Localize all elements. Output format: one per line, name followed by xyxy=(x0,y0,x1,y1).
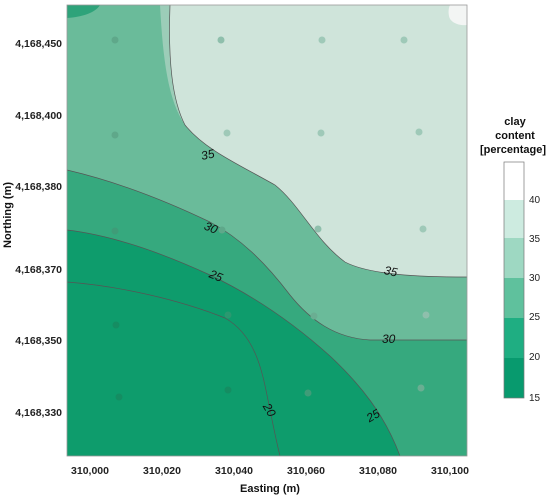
contour-line-35 xyxy=(169,5,467,278)
y-axis-title: Northing (m) xyxy=(2,182,14,248)
zone-above-40 xyxy=(448,5,467,26)
plot-frame xyxy=(66,4,468,457)
x-tick-label: 310,020 xyxy=(143,465,181,477)
contour-lines xyxy=(67,5,467,456)
sample-point xyxy=(112,321,120,329)
sample-point xyxy=(223,129,231,137)
sample-point xyxy=(415,128,423,136)
sample-point xyxy=(111,227,119,235)
sample-point xyxy=(218,226,226,234)
x-tick-label: 310,040 xyxy=(215,465,253,477)
legend-tick-label: 30 xyxy=(529,273,541,284)
sample-point xyxy=(304,389,312,397)
y-tick-label: 4,168,400 xyxy=(15,110,62,122)
x-axis-title: Easting (m) xyxy=(240,483,300,495)
zone-35-40 xyxy=(169,5,467,277)
contour-line-25 xyxy=(67,229,401,456)
x-tick-label: 310,060 xyxy=(287,465,325,477)
sample-point xyxy=(217,36,225,44)
x-tick-label: 310,080 xyxy=(359,465,397,477)
sample-point xyxy=(317,129,325,137)
sample-point xyxy=(115,393,123,401)
contour-label: 30 xyxy=(202,219,220,237)
sample-point xyxy=(419,225,427,233)
sample-point xyxy=(310,312,318,320)
y-tick-label: 4,168,370 xyxy=(15,264,62,276)
legend: clay content [percentage] 40 35 30 25 20… xyxy=(480,116,546,404)
legend-swatch xyxy=(504,200,524,238)
sample-point xyxy=(224,386,232,394)
map-plot-area: 35 30 25 35 30 25 20 xyxy=(67,5,467,456)
legend-swatch xyxy=(504,358,524,398)
sample-point xyxy=(417,384,425,392)
x-tick-label: 310,100 xyxy=(431,465,469,477)
contour-label: 25 xyxy=(363,406,383,425)
contour-label: 25 xyxy=(206,266,225,284)
sample-point xyxy=(224,311,232,319)
legend-title-line: content xyxy=(495,130,535,142)
y-tick-label: 4,168,350 xyxy=(15,335,62,347)
contour-line-20 xyxy=(67,281,281,456)
legend-swatch xyxy=(504,238,524,278)
x-axis: 310,000 310,020 310,040 310,060 310,080 … xyxy=(71,465,469,495)
y-tick-label: 4,168,380 xyxy=(15,181,62,193)
legend-swatch xyxy=(504,162,524,200)
legend-tick-label: 20 xyxy=(529,352,541,363)
sample-point xyxy=(111,36,119,44)
sample-point xyxy=(318,36,326,44)
y-tick-label: 4,168,450 xyxy=(15,38,62,50)
sample-point xyxy=(314,225,322,233)
legend-title-line: [percentage] xyxy=(480,144,546,156)
legend-tick-label: 35 xyxy=(529,234,541,245)
sample-point xyxy=(111,131,119,139)
contour-label: 30 xyxy=(382,332,396,346)
sample-point xyxy=(400,36,408,44)
y-axis: 4,168,450 4,168,400 4,168,380 4,168,370 … xyxy=(2,38,62,419)
legend-title-line: clay xyxy=(504,116,526,128)
legend-swatch xyxy=(504,318,524,358)
y-tick-label: 4,168,330 xyxy=(15,407,62,419)
sample-points xyxy=(111,36,430,401)
contour-line-30 xyxy=(67,169,467,341)
sample-point xyxy=(422,311,430,319)
x-tick-label: 310,000 xyxy=(71,465,109,477)
contour-label: 20 xyxy=(259,400,278,420)
contour-label: 35 xyxy=(383,263,399,280)
zone-below-20-corner xyxy=(67,5,100,18)
legend-swatch xyxy=(504,278,524,318)
legend-tick-label: 25 xyxy=(529,312,541,323)
contour-label: 35 xyxy=(200,146,216,163)
legend-frame xyxy=(503,161,525,399)
legend-tick-label: 15 xyxy=(529,393,541,404)
contour-labels: 35 30 25 35 30 25 20 xyxy=(200,146,399,425)
legend-tick-label: 40 xyxy=(529,195,541,206)
